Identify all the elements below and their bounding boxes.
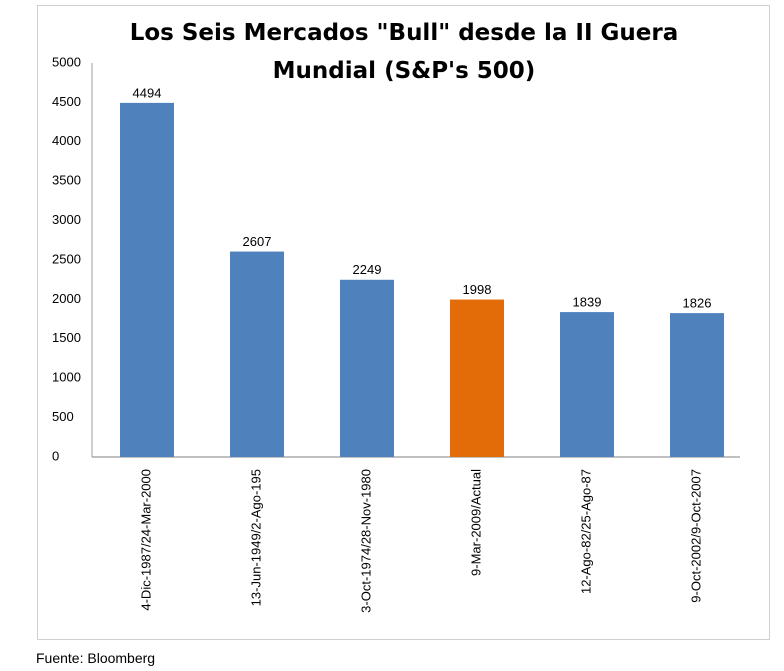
bar bbox=[450, 299, 504, 457]
y-tick-label: 2000 bbox=[52, 291, 81, 306]
data-label: 4494 bbox=[133, 85, 162, 100]
x-tick-label: 9-Mar-2009/Actual bbox=[468, 469, 483, 576]
y-tick-label: 500 bbox=[52, 409, 74, 424]
bar bbox=[120, 102, 174, 457]
bar bbox=[230, 251, 284, 457]
data-label: 1839 bbox=[573, 295, 602, 310]
plot: 0 500 1000 1500 2000 2500 3000 3500 4000 4500 5000… bbox=[52, 54, 740, 613]
y-tick-label: 2500 bbox=[52, 251, 81, 266]
x-tick-label: 12-Ago-82/25-Ago-87 bbox=[578, 469, 593, 594]
data-label: 2249 bbox=[353, 262, 382, 277]
y-tick-label: 4000 bbox=[52, 133, 81, 148]
y-tick-label: 0 bbox=[52, 448, 59, 463]
x-tick-label: 13-Jun-1949/2-Ago-195 bbox=[248, 469, 263, 606]
source-note: Fuente: Bloomberg bbox=[36, 650, 156, 666]
y-tick-label: 3500 bbox=[52, 173, 81, 188]
bar bbox=[340, 279, 394, 457]
chart-frame bbox=[37, 5, 770, 640]
bar bbox=[670, 313, 724, 457]
y-tick-label: 4500 bbox=[52, 94, 81, 109]
x-tick-label: 3-Oct-1974/28-Nov-1980 bbox=[358, 469, 373, 613]
data-label: 1998 bbox=[463, 282, 492, 297]
x-tick-label: 9-Oct-2002/9-Oct-2007 bbox=[688, 469, 703, 603]
y-tick-label: 3000 bbox=[52, 212, 81, 227]
x-tick-label: 4-Dic-1987/24-Mar-2000 bbox=[138, 469, 153, 611]
data-label: 1826 bbox=[683, 296, 712, 311]
y-tick-label: 1500 bbox=[52, 330, 81, 345]
chart-title: Los Seis Mercados "Bull" desde la II Gue… bbox=[129, 20, 679, 84]
y-tick-label: 1000 bbox=[52, 370, 81, 385]
data-label: 2607 bbox=[243, 234, 272, 249]
bar bbox=[560, 312, 614, 457]
y-tick-label: 5000 bbox=[52, 54, 81, 69]
